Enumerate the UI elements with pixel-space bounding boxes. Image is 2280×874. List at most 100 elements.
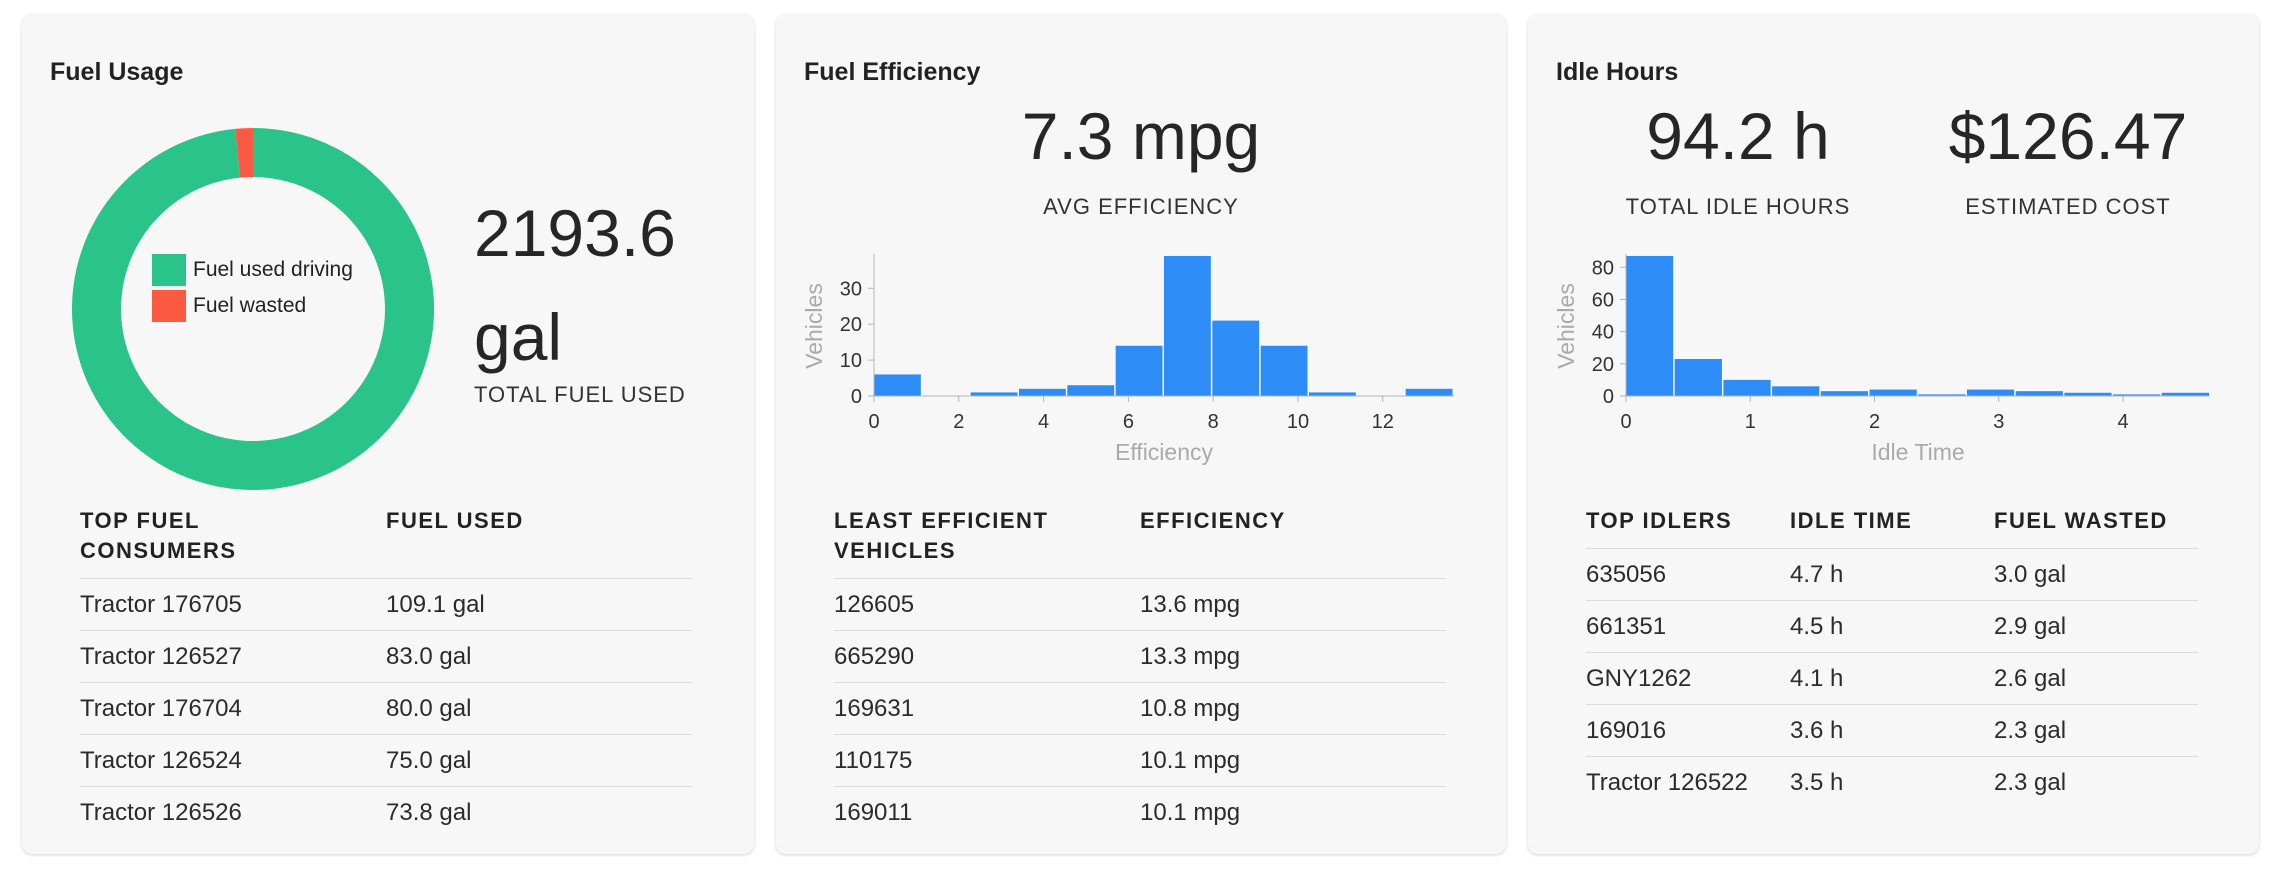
table-row: 169631 10.8 mpg <box>834 682 1446 735</box>
card-title: Fuel Usage <box>50 58 184 86</box>
table-row: Tractor 176705 109.1 gal <box>80 578 692 631</box>
total-idle-hours-value: 94.2 h <box>1646 99 1830 173</box>
y-tick-label: 0 <box>1603 386 1614 408</box>
table-cell: GNY1262 <box>1586 652 1790 705</box>
histogram-bar <box>1772 386 1820 396</box>
estimated-cost-caption: ESTIMATED COST <box>1965 194 2171 219</box>
table-row: 169011 10.1 mpg <box>834 786 1446 838</box>
column-header: TOP IDLERS <box>1586 508 1733 533</box>
histogram-bar <box>2161 392 2209 396</box>
column-header: TOP FUEL CONSUMERS <box>80 508 237 563</box>
total-fuel-caption: TOTAL FUEL USED <box>474 382 686 407</box>
histogram-bar <box>2015 391 2063 396</box>
estimated-cost-value: $126.47 <box>1948 99 2188 173</box>
legend-label: Fuel wasted <box>193 294 307 317</box>
y-axis-label: Vehicles <box>1553 283 1579 369</box>
table-cell: 10.1 mpg <box>1140 734 1446 787</box>
table-cell: 13.6 mpg <box>1140 578 1446 631</box>
table-cell: 169016 <box>1586 704 1790 757</box>
table-row: Tractor 126526 73.8 gal <box>80 786 692 838</box>
y-tick-label: 20 <box>1592 354 1614 376</box>
table-row: 635056 4.7 h 3.0 gal <box>1586 548 2198 601</box>
legend-item-fuel-wasted: Fuel wasted <box>152 290 306 322</box>
table-cell: 110175 <box>834 734 1140 787</box>
fuel-donut-chart <box>72 128 435 490</box>
table-cell: Tractor 126522 <box>1586 756 1790 808</box>
table-cell: 10.1 mpg <box>1140 786 1446 838</box>
column-header: FUEL USED <box>386 508 524 533</box>
x-tick-label: 8 <box>1208 411 1219 433</box>
table-cell: 83.0 gal <box>386 630 692 683</box>
y-tick-label: 0 <box>851 386 862 408</box>
y-tick-label: 80 <box>1592 257 1614 279</box>
histogram-bar <box>2064 392 2112 396</box>
table-cell: 10.8 mpg <box>1140 682 1446 735</box>
histogram-bar <box>1260 345 1308 396</box>
column-header: EFFICIENCY <box>1140 508 1286 533</box>
efficiency-histogram: 0 10 20 30 0 2 4 6 8 10 12 Efficiency Vehicles <box>801 254 1454 465</box>
table-cell: 126605 <box>834 578 1140 631</box>
legend-swatch <box>152 254 186 286</box>
x-tick-label: 6 <box>1123 411 1134 433</box>
fuel-efficiency-card: Fuel Efficiency 7.3 mpg AVG EFFICIENCY 0… <box>776 14 1506 854</box>
x-axis-label: Idle Time <box>1871 439 1964 465</box>
table-row: 110175 10.1 mpg <box>834 734 1446 787</box>
histogram-bar <box>1626 256 1674 396</box>
table-cell: 3.6 h <box>1790 704 1994 757</box>
table-cell: 4.1 h <box>1790 652 1994 705</box>
x-tick-label: 0 <box>1620 411 1631 433</box>
y-tick-label: 30 <box>840 278 862 300</box>
histogram-bar <box>1115 345 1163 396</box>
legend-swatch <box>152 290 186 322</box>
x-tick-label: 1 <box>1745 411 1756 433</box>
histogram-bar <box>1309 392 1356 396</box>
table-cell: 4.5 h <box>1790 600 1994 653</box>
table-cell: 75.0 gal <box>386 734 692 787</box>
table-cell: 13.3 mpg <box>1140 630 1446 683</box>
histogram-bar <box>1212 320 1260 396</box>
table-cell: 2.6 gal <box>1994 652 2198 705</box>
avg-efficiency-caption: AVG EFFICIENCY <box>1043 194 1239 219</box>
table-cell: 109.1 gal <box>386 578 692 631</box>
table-cell: Tractor 126526 <box>80 786 386 838</box>
table-row: Tractor 126527 83.0 gal <box>80 630 692 683</box>
table-cell: 2.9 gal <box>1994 600 2198 653</box>
least-efficient-vehicles-table: LEAST EFFICIENT VEHICLES EFFICIENCY 1266… <box>834 506 1446 838</box>
table-cell: 661351 <box>1586 600 1790 653</box>
x-tick-label: 2 <box>953 411 964 433</box>
table-cell: Tractor 176705 <box>80 578 386 631</box>
total-fuel-unit: gal <box>474 300 563 374</box>
table-cell: Tractor 176704 <box>80 682 386 735</box>
table-row: 126605 13.6 mpg <box>834 578 1446 631</box>
histogram-bar <box>1405 388 1453 396</box>
x-tick-label: 4 <box>1038 411 1049 433</box>
histogram-bar <box>970 392 1018 396</box>
table-row: 665290 13.3 mpg <box>834 630 1446 683</box>
y-tick-label: 40 <box>1592 322 1614 344</box>
table-cell: 73.8 gal <box>386 786 692 838</box>
x-tick-label: 10 <box>1287 411 1309 433</box>
y-tick-label: 10 <box>840 350 862 372</box>
total-fuel-value: 2193.6 <box>474 196 676 270</box>
table-row: 661351 4.5 h 2.9 gal <box>1586 600 2198 653</box>
y-tick-label: 20 <box>840 314 862 336</box>
histogram-bar <box>1019 388 1066 396</box>
table-cell: Tractor 126527 <box>80 630 386 683</box>
idle-hours-card: Idle Hours 94.2 h TOTAL IDLE HOURS $126.… <box>1528 14 2259 854</box>
histogram-bar <box>1164 256 1211 396</box>
x-tick-label: 0 <box>868 411 879 433</box>
card-title: Fuel Efficiency <box>804 58 981 86</box>
legend-item-fuel-used-driving: Fuel used driving <box>152 254 353 286</box>
top-idlers-table: TOP IDLERS IDLE TIME FUEL WASTED 635056 4… <box>1586 506 2198 808</box>
column-header: LEAST EFFICIENT VEHICLES <box>834 508 1049 563</box>
histogram-bar <box>1966 389 2015 396</box>
x-tick-label: 4 <box>2117 411 2128 433</box>
table-row: GNY1262 4.1 h 2.6 gal <box>1586 652 2198 705</box>
histogram-bar <box>2113 394 2161 396</box>
table-row: 169016 3.6 h 2.3 gal <box>1586 704 2198 757</box>
table-cell: 4.7 h <box>1790 548 1994 601</box>
table-cell: 2.3 gal <box>1994 756 2198 808</box>
histogram-bar <box>1918 394 1966 396</box>
column-header: FUEL WASTED <box>1994 508 2168 533</box>
histogram-bar <box>1723 379 1771 396</box>
